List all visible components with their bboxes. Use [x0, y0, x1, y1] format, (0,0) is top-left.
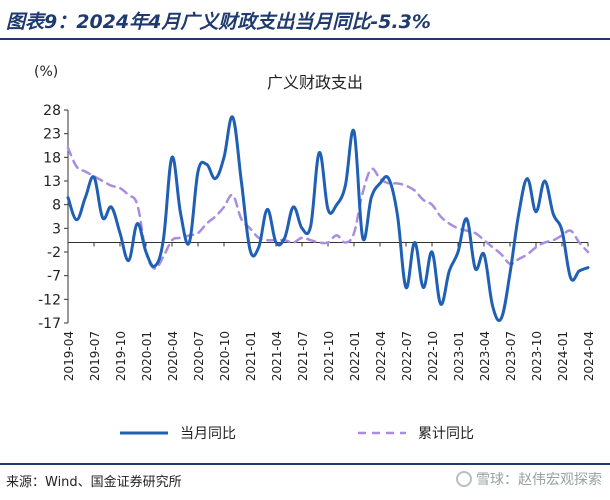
x-tick-label: 2023-10: [530, 331, 544, 381]
footer-divider: [0, 463, 610, 465]
y-tick-label: 28: [43, 103, 61, 119]
x-tick-label: 2024-04: [582, 331, 596, 381]
legend-label: 当月同比: [180, 426, 236, 442]
y-tick-label: -2: [47, 245, 61, 261]
x-tick-label: 2021-04: [270, 331, 284, 381]
x-tick-label: 2022-10: [426, 331, 440, 381]
x-tick-label: 2021-01: [244, 331, 258, 381]
x-tick-label: 2022-04: [374, 331, 388, 381]
watermark-text: 雪球：赵伟宏观探索: [476, 472, 602, 488]
figure-header: 图表9：2024年4月广义财政支出当月同比-5.3%: [0, 0, 610, 40]
watermark: 雪球：赵伟宏观探索: [456, 469, 602, 489]
series-group: [66, 115, 590, 323]
figure-title: 图表9：2024年4月广义财政支出当月同比-5.3%: [6, 11, 431, 33]
x-tick-label: 2020-04: [166, 331, 180, 381]
chart-title: 广义财政支出: [267, 73, 363, 92]
y-axis: 28 23 18 13 8 3 -2 -7 -12 -17: [38, 103, 69, 332]
legend-label: 累计同比: [418, 426, 474, 442]
x-tick-label: 2020-10: [218, 331, 232, 381]
series-line-cumulative: [66, 146, 590, 270]
y-tick-label: -7: [47, 269, 61, 285]
series-line-monthly: [66, 115, 590, 323]
x-tick-label: 2024-01: [556, 331, 570, 381]
y-tick-label: 23: [43, 127, 61, 143]
x-tick-label: 2021-07: [296, 331, 310, 381]
x-tick-label: 2022-07: [400, 331, 414, 381]
y-tick-label: 13: [43, 174, 61, 190]
x-axis: 2019-04 2019-07 2019-10 2020-01 2020-04 2020-…: [62, 242, 596, 381]
y-tick-label: -12: [38, 292, 61, 308]
x-tick-label: 2023-04: [478, 331, 492, 381]
source-note: 来源：Wind、国金证券研究所: [6, 475, 182, 490]
snowball-logo-icon: [456, 471, 472, 487]
x-tick-label: 2021-10: [322, 331, 336, 381]
y-axis-unit: (%): [34, 64, 58, 80]
y-tick-label: -17: [38, 316, 61, 332]
y-tick-label: 18: [43, 150, 61, 166]
x-tick-label: 2020-01: [140, 331, 154, 381]
y-tick-label: 8: [52, 198, 61, 214]
x-tick-label: 2023-07: [504, 331, 518, 381]
legend: 当月同比 累计同比: [120, 426, 474, 442]
x-tick-label: 2019-04: [62, 331, 76, 381]
x-tick-label: 2022-01: [348, 331, 362, 381]
y-tick-label: 3: [52, 221, 61, 237]
x-tick-label: 2020-07: [192, 331, 206, 381]
x-tick-label: 2019-10: [114, 331, 128, 381]
x-tick-label: 2023-01: [452, 331, 466, 381]
x-tick-label: 2019-07: [88, 331, 102, 381]
